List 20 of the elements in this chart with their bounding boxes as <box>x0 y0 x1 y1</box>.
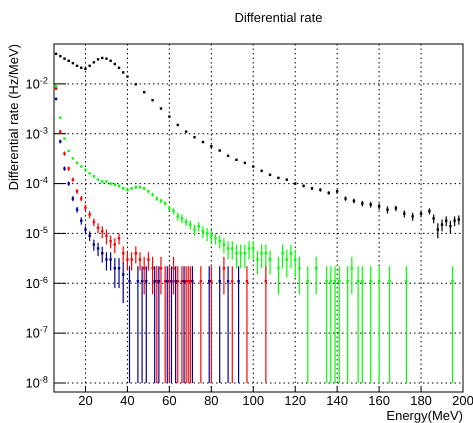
y-tick-label: 10$^{-7}$ <box>25 324 48 341</box>
x-tick-label: 180 <box>410 392 432 408</box>
x-tick-label: 160 <box>368 392 390 408</box>
x-tick-label: 40 <box>120 392 135 408</box>
x-tick-label: 120 <box>284 392 306 408</box>
y-tick-label: 10$^{-4}$ <box>25 175 48 192</box>
x-axis-title: Energy(MeV) <box>386 408 463 423</box>
chart-title: Differential rate <box>234 10 322 25</box>
x-tick-label: 20 <box>78 392 93 408</box>
y-tick-label: 10$^{-8}$ <box>25 374 48 391</box>
x-tick-label: 80 <box>204 392 219 408</box>
y-tick-label: 10$^{-5}$ <box>25 224 48 241</box>
x-tick-label: 140 <box>326 392 348 408</box>
y-tick-label: 10$^{-2}$ <box>25 75 48 92</box>
y-tick-label: 10$^{-3}$ <box>25 125 48 142</box>
y-axis-title: Differential rate (Hz/MeV) <box>6 44 21 190</box>
x-tick-label: 100 <box>242 392 264 408</box>
x-tick-label: 60 <box>162 392 177 408</box>
x-tick-label: 200 <box>452 392 473 408</box>
y-tick-label: 10$^{-6}$ <box>25 274 48 291</box>
